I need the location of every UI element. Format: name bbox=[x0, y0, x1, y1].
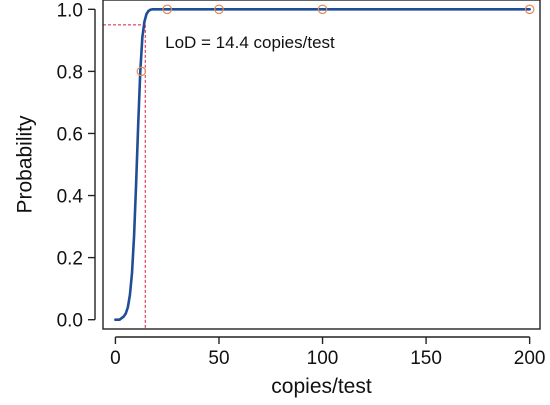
plot-content bbox=[103, 4, 535, 329]
data-point bbox=[317, 4, 328, 15]
plot-background bbox=[103, 0, 540, 329]
y-tick-label: 0.8 bbox=[57, 62, 83, 83]
data-point bbox=[524, 4, 535, 15]
probit-curve bbox=[114, 8, 531, 321]
x-tick-label: 100 bbox=[307, 348, 339, 369]
x-tick-label: 0 bbox=[110, 348, 121, 369]
x-axis-title: copies/test bbox=[271, 375, 372, 398]
data-point bbox=[162, 4, 173, 15]
y-axis-title: Probability bbox=[14, 115, 37, 214]
y-tick-label: 0.4 bbox=[57, 187, 84, 208]
x-tick-label: 50 bbox=[208, 348, 229, 369]
plot-frame bbox=[102, 0, 541, 330]
x-tick-label: 200 bbox=[514, 348, 546, 369]
data-point bbox=[136, 66, 147, 77]
y-tick-label: 0.2 bbox=[57, 249, 83, 270]
y-tick-label: 0.0 bbox=[57, 311, 83, 332]
y-tick-label: 1.0 bbox=[57, 0, 83, 21]
x-tick-label: 150 bbox=[410, 348, 442, 369]
data-point bbox=[214, 4, 224, 15]
y-tick-label: 0.6 bbox=[57, 124, 83, 145]
lod-annotation: LoD = 14.4 copies/test bbox=[165, 33, 335, 52]
axes: 0 50 100 150 200 0.0 0.2 0.4 0.6 0.8 1.0 bbox=[57, 0, 546, 369]
